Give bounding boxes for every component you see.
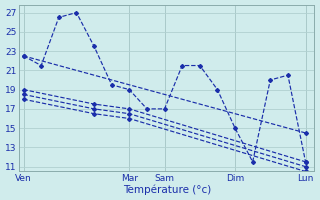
X-axis label: Température (°c): Température (°c) — [123, 185, 211, 195]
